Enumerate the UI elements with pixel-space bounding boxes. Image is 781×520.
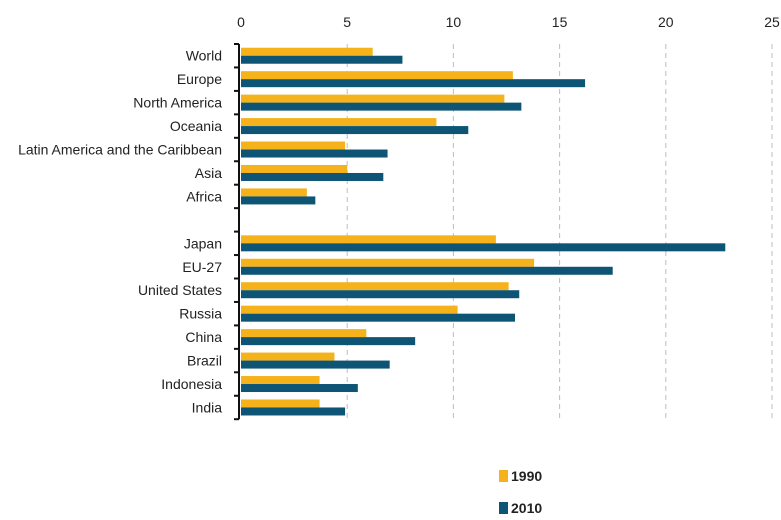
bar-2010-russia	[241, 313, 515, 322]
category-label: Brazil	[187, 353, 222, 369]
bar-2010-oceania	[241, 126, 469, 135]
x-tick-label: 15	[552, 14, 568, 30]
legend: 1990 2010	[499, 468, 542, 516]
y-axis	[234, 43, 240, 421]
bar-2010-japan	[241, 243, 726, 252]
category-label: India	[192, 399, 223, 415]
bar-2010-eu-27	[241, 266, 613, 275]
x-tick-label: 0	[237, 14, 245, 30]
bar-1990-eu-27	[241, 258, 535, 267]
bar-2010-china	[241, 337, 416, 346]
bar-1990-japan	[241, 235, 496, 244]
bar-1990-russia	[241, 305, 458, 314]
bar-2010-india	[241, 407, 346, 416]
bar-2010-brazil	[241, 360, 390, 369]
bar-1990-latin-america-and-the-caribbean	[241, 141, 346, 150]
bar-2010-africa	[241, 196, 316, 205]
category-label: Indonesia	[161, 376, 222, 392]
category-label: World	[186, 48, 222, 64]
bar-1990-united-states	[241, 282, 509, 291]
bars	[241, 47, 726, 416]
category-labels: World Europe North America Oceania Latin Ame…	[18, 48, 222, 416]
category-label: North America	[133, 95, 222, 111]
category-label: Oceania	[170, 118, 222, 134]
bar-1990-china	[241, 329, 367, 338]
x-tick-label: 5	[343, 14, 351, 30]
category-label: Latin America and the Caribbean	[18, 142, 222, 158]
bar-2010-north-america	[241, 102, 522, 111]
category-label: Japan	[184, 235, 222, 251]
bar-2010-latin-america-and-the-caribbean	[241, 149, 388, 158]
legend-label-2010: 2010	[511, 500, 542, 515]
x-tick-label: 20	[658, 14, 674, 30]
bar-1990-brazil	[241, 352, 335, 361]
x-tick-label: 25	[764, 14, 780, 30]
bar-1990-africa	[241, 188, 307, 197]
category-label: EU-27	[182, 259, 222, 275]
bar-2010-indonesia	[241, 384, 358, 393]
category-label: United States	[138, 282, 222, 298]
bar-1990-north-america	[241, 94, 505, 103]
legend-label-1990: 1990	[511, 468, 542, 484]
category-label: Africa	[186, 188, 222, 204]
bar-1990-asia	[241, 164, 348, 173]
legend-swatch-1990	[499, 470, 508, 482]
bar-2010-asia	[241, 172, 384, 181]
x-axis-ticks: 0 5 10 15 20 25	[237, 14, 780, 30]
bar-1990-india	[241, 399, 320, 408]
bar-2010-world	[241, 55, 403, 64]
category-label: Russia	[179, 306, 222, 322]
category-label: Asia	[195, 165, 222, 181]
bar-1990-world	[241, 47, 373, 56]
category-label: Europe	[177, 71, 222, 87]
bar-2010-europe	[241, 79, 586, 88]
category-label: China	[185, 329, 222, 345]
bar-1990-indonesia	[241, 376, 320, 385]
bar-1990-oceania	[241, 118, 437, 127]
x-tick-label: 10	[446, 14, 462, 30]
bar-1990-europe	[241, 71, 513, 80]
bar-2010-united-states	[241, 290, 520, 299]
legend-swatch-2010	[499, 502, 508, 514]
